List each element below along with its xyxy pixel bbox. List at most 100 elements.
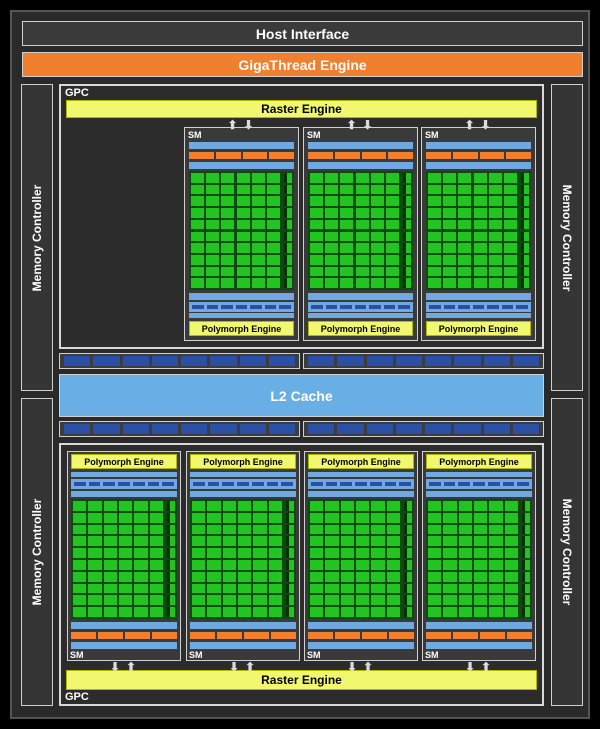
cuda-core bbox=[238, 512, 252, 523]
cuda-core bbox=[310, 208, 324, 218]
load-store-unit bbox=[521, 219, 529, 230]
cuda-core bbox=[386, 571, 400, 582]
cuda-core bbox=[103, 512, 117, 523]
cuda-core bbox=[206, 208, 220, 218]
load-store-unit bbox=[404, 524, 412, 535]
cuda-core bbox=[489, 560, 503, 570]
host-interface: Host Interface bbox=[22, 21, 583, 46]
bus-segment bbox=[366, 424, 393, 434]
interconnect bbox=[308, 491, 414, 497]
cuda-core bbox=[428, 243, 442, 253]
cuda-core bbox=[266, 184, 280, 195]
uniform-cache bbox=[71, 472, 177, 477]
cuda-core bbox=[192, 501, 206, 511]
cuda-core bbox=[428, 208, 442, 218]
cuda-core bbox=[386, 560, 400, 570]
gpc-top-label: GPC bbox=[65, 87, 89, 99]
warp-scheduler bbox=[453, 632, 478, 639]
cuda-core bbox=[222, 583, 236, 594]
cuda-core bbox=[443, 196, 457, 207]
cuda-core bbox=[207, 571, 221, 582]
cuda-core bbox=[428, 548, 442, 558]
cuda-core bbox=[443, 501, 457, 511]
cuda-core bbox=[88, 524, 102, 535]
texture-unit bbox=[132, 482, 145, 486]
load-store-unit bbox=[522, 548, 530, 558]
uniform-cache bbox=[190, 472, 296, 477]
cuda-core bbox=[88, 512, 102, 523]
cuda-core bbox=[266, 231, 280, 242]
cuda-core bbox=[207, 512, 221, 523]
interconnect bbox=[308, 293, 413, 300]
cuda-core bbox=[119, 501, 133, 511]
load-store-unit bbox=[521, 173, 529, 183]
cuda-core bbox=[221, 231, 235, 242]
load-store-unit bbox=[521, 254, 529, 265]
texture-unit bbox=[354, 305, 367, 309]
cuda-core bbox=[443, 184, 457, 195]
cuda-core bbox=[119, 607, 133, 617]
bus-segment bbox=[425, 356, 452, 366]
texture-unit bbox=[311, 482, 323, 486]
bus-segment bbox=[483, 356, 510, 366]
cuda-core bbox=[222, 560, 236, 570]
cuda-core bbox=[268, 560, 282, 570]
cuda-core bbox=[268, 595, 282, 606]
cuda-core bbox=[504, 583, 518, 594]
cuda-core bbox=[191, 278, 205, 288]
cuda-core bbox=[236, 219, 250, 230]
bus-segment bbox=[425, 424, 452, 434]
bus-segment bbox=[512, 424, 539, 434]
cuda-core bbox=[251, 173, 265, 183]
cuda-core bbox=[458, 524, 472, 535]
cuda-core bbox=[206, 173, 220, 183]
cuda-core bbox=[134, 536, 148, 547]
cuda-core bbox=[268, 524, 282, 535]
load-store-unit bbox=[167, 560, 175, 570]
cuda-core bbox=[310, 501, 324, 511]
load-store-unit bbox=[522, 524, 530, 535]
cuda-core bbox=[504, 560, 518, 570]
instruction-cache bbox=[189, 142, 294, 149]
cuda-core bbox=[325, 266, 339, 277]
cuda-core bbox=[503, 184, 517, 195]
texture-unit bbox=[458, 482, 471, 486]
cuda-core bbox=[251, 196, 265, 207]
cuda-core bbox=[428, 231, 442, 242]
cuda-core bbox=[340, 501, 354, 511]
cuda-core bbox=[119, 583, 133, 594]
cuda-core bbox=[474, 560, 488, 570]
cuda-core bbox=[119, 548, 133, 558]
cuda-core bbox=[119, 560, 133, 570]
cuda-core bbox=[207, 560, 221, 570]
cuda-core bbox=[207, 524, 221, 535]
warp-scheduler bbox=[71, 632, 96, 639]
interconnect bbox=[426, 293, 531, 300]
bus-segment bbox=[151, 356, 178, 366]
cuda-core bbox=[458, 231, 472, 242]
load-store-unit bbox=[404, 512, 412, 523]
cuda-core bbox=[207, 536, 221, 547]
cuda-core bbox=[503, 196, 517, 207]
cuda-core bbox=[134, 571, 148, 582]
cuda-core bbox=[325, 524, 339, 535]
cuda-core bbox=[386, 583, 400, 594]
cuda-core bbox=[356, 501, 370, 511]
cuda-core bbox=[325, 243, 339, 253]
cuda-core bbox=[443, 536, 457, 547]
texture-unit bbox=[206, 305, 219, 309]
load-store-unit bbox=[167, 548, 175, 558]
cuda-core bbox=[488, 196, 502, 207]
bus-segment bbox=[268, 424, 295, 434]
cuda-core bbox=[370, 254, 384, 265]
cuda-core bbox=[504, 501, 518, 511]
cuda-core bbox=[370, 184, 384, 195]
cuda-core bbox=[310, 607, 324, 617]
warp-scheduler bbox=[507, 632, 532, 639]
cuda-core bbox=[251, 231, 265, 242]
instruction-cache bbox=[426, 142, 531, 149]
cuda-core bbox=[310, 571, 324, 582]
cuda-core bbox=[325, 512, 339, 523]
warp-scheduler bbox=[125, 632, 150, 639]
cuda-core bbox=[370, 208, 384, 218]
